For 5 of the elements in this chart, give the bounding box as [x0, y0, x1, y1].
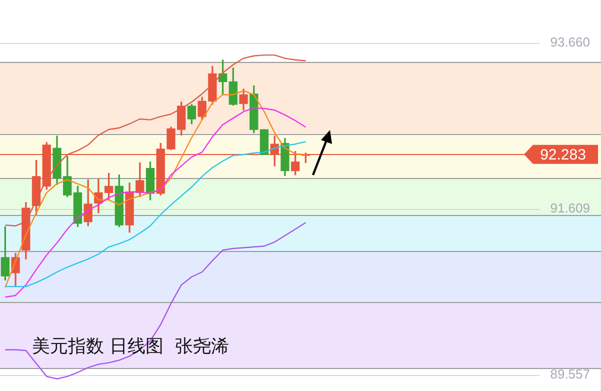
y-tick-label: 91.609 — [550, 200, 590, 216]
ref-line-label: 92.283 — [540, 146, 586, 164]
text: 美元指数 日线图 张尧浠 — [32, 335, 230, 358]
y-tick-label: 89.557 — [550, 366, 590, 382]
y-tick-label: 93.660 — [550, 34, 590, 50]
